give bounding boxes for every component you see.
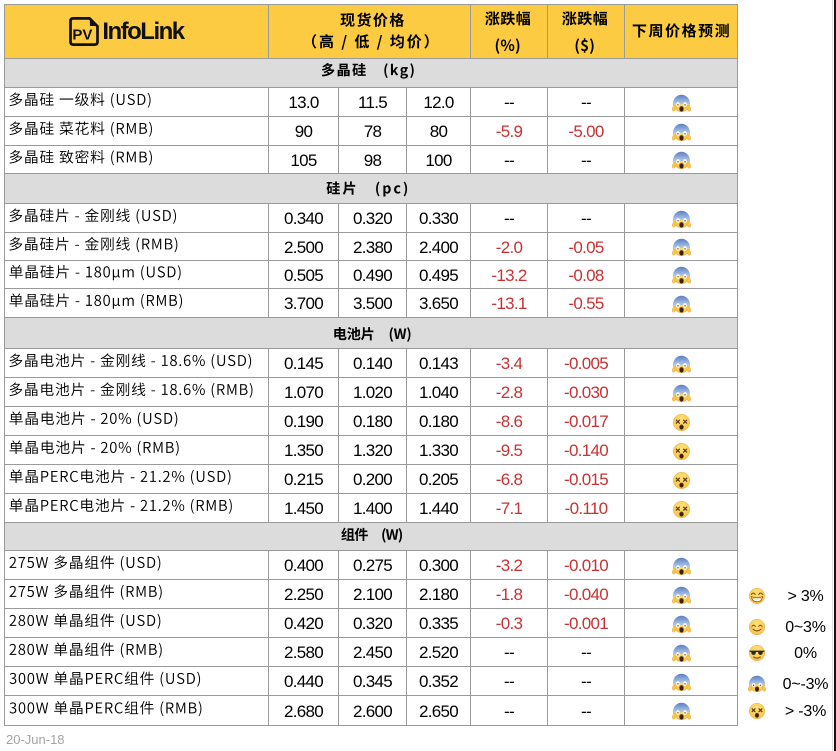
svg-text:PV: PV <box>73 26 93 43</box>
